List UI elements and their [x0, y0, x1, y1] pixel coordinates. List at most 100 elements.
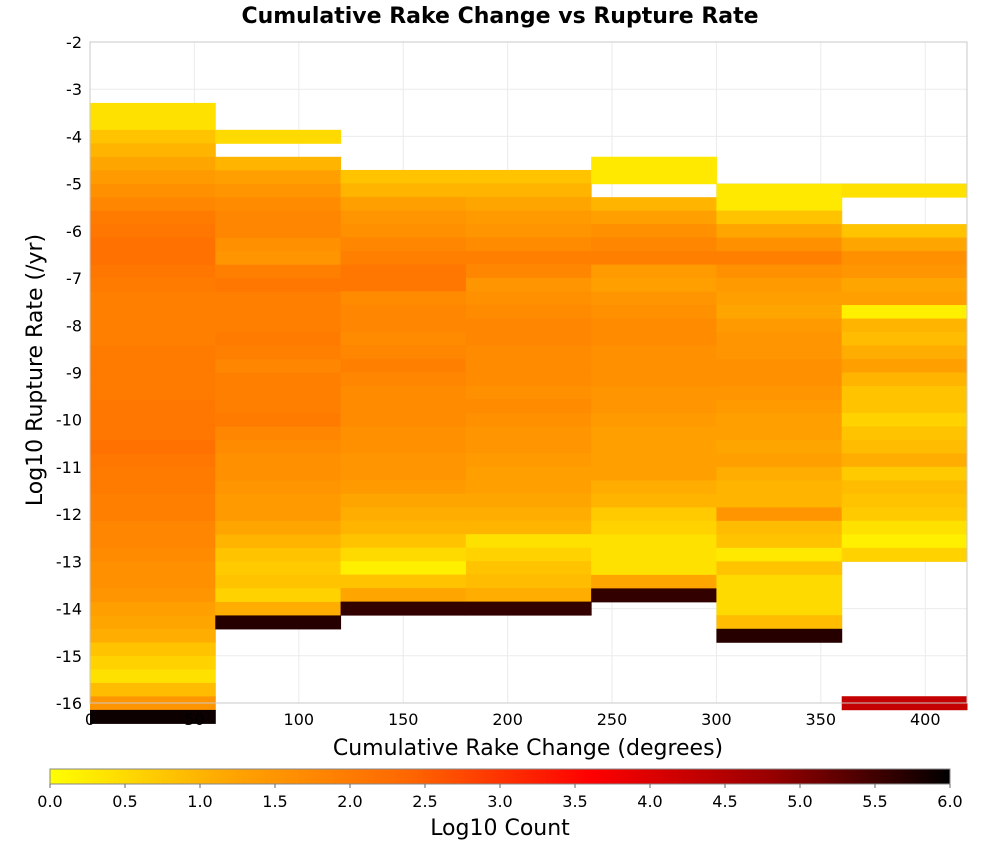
heatmap-cell [465, 507, 592, 522]
x-tick-label: 0 [85, 710, 95, 729]
heatmap-cell [841, 480, 968, 495]
heatmap-cell [465, 588, 592, 603]
heatmap-cell [215, 547, 342, 562]
heatmap-cell [340, 534, 467, 549]
heatmap-cell [90, 480, 216, 495]
heatmap-cell [591, 197, 717, 212]
heatmap-cell [841, 439, 968, 454]
heatmap-cell [591, 453, 717, 468]
heatmap-cell [340, 453, 467, 468]
heatmap-cell [340, 250, 467, 265]
heatmap-cell [340, 169, 467, 184]
heatmap-cell [340, 426, 467, 441]
heatmap-cell [716, 507, 843, 522]
heatmap-cell [591, 561, 717, 576]
heatmap-cell [591, 156, 717, 171]
heatmap-cell [215, 521, 342, 535]
heatmap-cell [340, 520, 467, 535]
heatmap-cell [90, 170, 216, 185]
heatmap-cell [215, 224, 342, 239]
heatmap-cell [215, 574, 342, 589]
x-tick-label: 350 [806, 710, 837, 729]
y-tick-label: -6 [66, 222, 82, 241]
heatmap-cell [591, 399, 717, 414]
heatmap-cell [716, 278, 843, 293]
heatmap-cell [215, 386, 342, 401]
heatmap-cell [716, 601, 843, 616]
heatmap-cell [340, 561, 467, 576]
colorbar-tick-label: 2.0 [337, 792, 362, 811]
heatmap-cell [340, 547, 467, 562]
heatmap-cell [465, 318, 592, 333]
heatmap-cell [465, 277, 592, 292]
x-tick-label: 100 [284, 710, 315, 729]
heatmap-cell [215, 561, 342, 576]
heatmap-cell [90, 399, 216, 414]
heatmap-cell [591, 534, 717, 549]
heatmap-cell [716, 224, 843, 239]
y-axis-label: Log10 Rupture Rate (/yr) [23, 234, 48, 506]
heatmap-cell [215, 426, 342, 441]
y-tick-label: -2 [66, 33, 82, 52]
heatmap-cell [591, 332, 717, 347]
heatmap-cell [90, 197, 216, 212]
heatmap-cell [465, 210, 592, 225]
heatmap-cell [215, 251, 342, 266]
heatmap-cell [591, 413, 717, 428]
y-tick-label: -3 [66, 80, 82, 99]
heatmap-cell [465, 264, 592, 279]
heatmap-cell [215, 601, 342, 616]
x-tick-label: 400 [910, 710, 941, 729]
heatmap-cell [90, 467, 216, 482]
heatmap-cell [340, 385, 467, 400]
y-tick-label: -14 [56, 600, 82, 619]
heatmap-cell [90, 561, 216, 576]
heatmap-cell [716, 480, 843, 495]
heatmap-cell [340, 507, 467, 522]
heatmap-cell [90, 305, 216, 320]
heatmap-cell [841, 399, 968, 414]
heatmap-cell [90, 615, 216, 630]
heatmap-cell [841, 412, 968, 427]
heatmap-cell [215, 129, 342, 144]
heatmap-cell [591, 345, 717, 360]
heatmap-cell [841, 547, 968, 562]
x-tick-label: 200 [492, 710, 523, 729]
y-tick-label: -11 [56, 458, 82, 477]
heatmap-cell [591, 305, 717, 320]
heatmap-cell [716, 210, 843, 225]
heatmap-cell [340, 345, 467, 360]
heatmap-cell [716, 574, 843, 589]
heatmap-cell [90, 655, 216, 670]
heatmap-cell [90, 210, 216, 225]
colorbar-tick-label: 0.0 [37, 792, 62, 811]
y-axis-ticks: -2 -3 -4 -5 -6 -7 -8 -9 -10 -11 -12 -13 -14 -15 -16 [56, 33, 82, 713]
heatmap-cell [90, 642, 216, 657]
heatmap-cell [340, 183, 467, 198]
heatmap-cell [90, 345, 216, 360]
heatmap-cell [591, 170, 717, 185]
heatmap-cell [591, 318, 717, 333]
heatmap-cell [340, 358, 467, 373]
heatmap-cell [841, 224, 968, 239]
heatmap-cell [716, 332, 843, 347]
y-tick-label: -13 [56, 552, 82, 571]
heatmap-cell [215, 156, 342, 171]
heatmap-cell [215, 345, 342, 360]
heatmap-cell [215, 197, 342, 212]
y-tick-label: -5 [66, 175, 82, 194]
x-tick-label: 50 [184, 710, 204, 729]
heatmap-cell [215, 440, 342, 455]
heatmap-cell [340, 399, 467, 414]
heatmap-cell [841, 318, 968, 333]
heatmap-cell [340, 210, 467, 225]
heatmap-cell [716, 264, 843, 279]
heatmap-cell [841, 305, 968, 320]
heatmap-cell [90, 386, 216, 401]
heatmap-cell [340, 574, 467, 589]
heatmap-cell [215, 183, 342, 198]
heatmap-cell [716, 520, 843, 535]
heatmap-cell [90, 682, 216, 697]
heatmap-cell [841, 534, 968, 549]
heatmap-cell [340, 331, 467, 346]
